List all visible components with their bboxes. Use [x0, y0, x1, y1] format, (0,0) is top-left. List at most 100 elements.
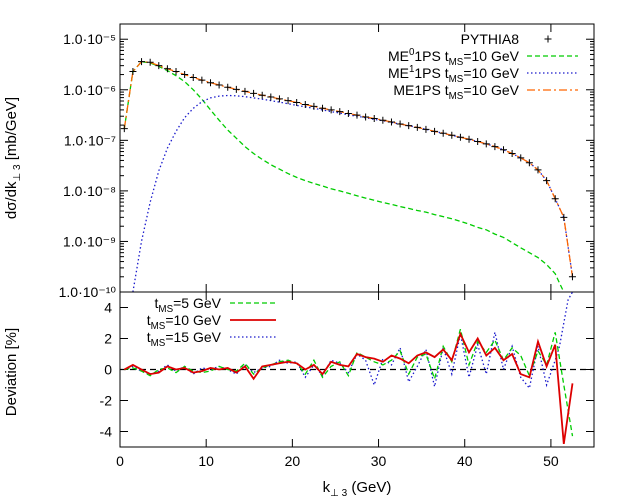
- pythia8-point: [232, 85, 240, 93]
- axis-label-part: [mb/GeV]: [3, 97, 20, 165]
- top-legend-label-1-part: 1PS t: [414, 48, 448, 64]
- pythia8-point: [301, 101, 309, 109]
- bottom-y-tick-label: -2: [100, 393, 113, 409]
- pythia8-point: [560, 213, 568, 221]
- bottom-x-tick-label: 20: [285, 453, 301, 469]
- pythia8-point: [284, 97, 292, 105]
- top-y-axis-label: dσ/dk⊥ 3 [mb/GeV]: [3, 97, 23, 219]
- pythia8-point: [267, 93, 275, 101]
- top-legend-label-1-part: =10 GeV: [463, 48, 519, 64]
- bottom-y-axis-label: Deviation [%]: [3, 328, 20, 416]
- bottom-x-tick-label: 0: [116, 453, 124, 469]
- top-legend-label-1: ME01PS tMS=10 GeV: [388, 47, 520, 68]
- axis-label-part: dσ/dk: [3, 181, 20, 219]
- pythia8-point: [387, 118, 395, 126]
- bottom-y-tick-label: 2: [104, 331, 112, 347]
- pythia8-point: [543, 177, 551, 185]
- top-series-group: [120, 58, 576, 292]
- pythia8-point: [327, 106, 335, 114]
- top-legend-label-1-part: ME: [388, 48, 409, 64]
- bottom-legend-label-0-part: MS: [158, 304, 173, 315]
- pythia8-point: [413, 123, 421, 131]
- pythia8-point: [500, 146, 508, 154]
- bottom-y-tick-label: -4: [100, 424, 113, 440]
- bottom-legend-label-2-part: =15 GeV: [165, 329, 221, 345]
- top-legend-label-0-part: PYTHIA8: [461, 31, 520, 47]
- bottom-x-tick-label: 50: [543, 453, 559, 469]
- pythia8-point: [120, 125, 128, 133]
- pythia8-point: [258, 91, 266, 99]
- axis-label-part: ⊥ 3: [330, 488, 347, 499]
- pythia8-point: [250, 89, 258, 97]
- bottom-y-tick-label: 4: [104, 300, 112, 316]
- top-y-tick-label: 1.0·10⁻⁵: [63, 31, 116, 47]
- top-legend-label-2-part: MS: [449, 74, 464, 85]
- top-series-line-1: [123, 61, 565, 292]
- bottom-legend-label-0: tMS=5 GeV: [155, 295, 222, 315]
- pythia8-point: [482, 140, 490, 148]
- pythia8-point: [508, 149, 516, 157]
- pythia8-point: [431, 127, 439, 135]
- axis-label-part: (GeV): [347, 479, 391, 496]
- pythia8-point: [146, 58, 154, 66]
- top-legend-label-2-part: 1PS t: [414, 65, 448, 81]
- top-legend-label-2-part: ME: [388, 65, 409, 81]
- bottom-legend-label-0-part: =5 GeV: [173, 295, 222, 311]
- top-legend-label-3: ME1PS tMS=10 GeV: [393, 82, 519, 102]
- pythia8-point: [534, 166, 542, 174]
- pythia8-point: [370, 115, 378, 123]
- pythia8-point: [456, 133, 464, 141]
- pythia8-point: [568, 273, 576, 281]
- bottom-legend-label-0-part: t: [155, 295, 159, 311]
- top-legend-label-2: ME11PS tMS=10 GeV: [388, 64, 520, 85]
- bottom-legend-label-1-part: t: [147, 312, 151, 328]
- bottom-x-axis-label: k⊥ 3 (GeV): [323, 479, 392, 499]
- pythia8-point: [172, 67, 180, 75]
- bottom-legend-label-2-part: t: [147, 329, 151, 345]
- top-y-tick-label: 1.0·10⁻¹⁰: [59, 284, 117, 300]
- pythia8-point: [310, 102, 318, 110]
- pythia8-point: [241, 87, 249, 95]
- top-legend-label-1-part: 0: [409, 47, 415, 58]
- top-series-line-2: [132, 94, 574, 292]
- bottom-legend-label-1-part: =10 GeV: [165, 312, 221, 328]
- pythia8-point: [163, 65, 171, 73]
- pythia8-point: [336, 108, 344, 116]
- bottom-series-line-1: [123, 331, 574, 445]
- bottom-legend-label-1-part: MS: [151, 321, 166, 332]
- pythia8-point: [224, 83, 232, 91]
- pythia8-point: [439, 129, 447, 137]
- top-y-tick-label: 1.0·10⁻⁹: [63, 233, 116, 249]
- axis-label-part: k: [323, 479, 331, 496]
- bottom-legend-label-2: tMS=15 GeV: [147, 329, 222, 349]
- pythia8-point: [129, 67, 137, 75]
- pythia8-point: [517, 154, 525, 162]
- top-y-tick-label: 1.0·10⁻⁷: [64, 132, 116, 148]
- pythia8-point: [396, 120, 404, 128]
- pythia8-point: [353, 111, 361, 119]
- bottom-y-tick-label: 0: [104, 362, 112, 378]
- pythia8-point: [422, 125, 430, 133]
- pythia8-point: [138, 58, 146, 66]
- pythia8-point: [293, 99, 301, 107]
- bottom-x-tick-label: 40: [457, 453, 473, 469]
- bottom-x-tick-label: 10: [198, 453, 214, 469]
- bottom-series-line-0: [124, 329, 574, 437]
- pythia8-point: [474, 137, 482, 145]
- top-legend-label-3-part: ME1PS t: [393, 82, 448, 98]
- pythia8-point: [319, 104, 327, 112]
- pythia8-point: [198, 76, 206, 84]
- top-legend-marker-0: [544, 35, 552, 43]
- pythia8-point: [155, 62, 163, 70]
- pythia8-point: [275, 95, 283, 103]
- top-legend-label-2-part: =10 GeV: [463, 65, 519, 81]
- top-legend-label-2-part: 1: [409, 64, 414, 75]
- pythia8-point: [551, 195, 559, 203]
- top-legend-label-3-part: =10 GeV: [463, 82, 519, 98]
- pythia8-point: [491, 143, 499, 151]
- pythia8-point: [405, 122, 413, 130]
- pythia8-point: [525, 159, 533, 167]
